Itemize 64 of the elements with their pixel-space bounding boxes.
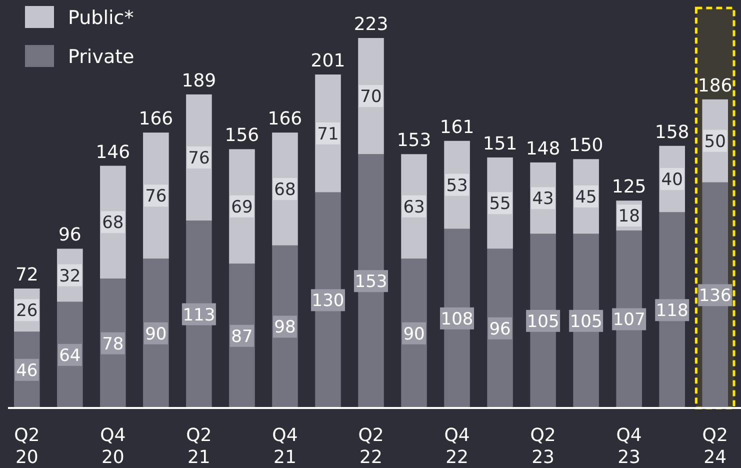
total-label: 156	[224, 125, 260, 146]
x-tick-label: Q4 22	[444, 425, 470, 468]
total-label: 186	[698, 75, 732, 96]
data-label: 107	[612, 310, 646, 330]
x-tick-label: Q2 22	[358, 425, 384, 468]
data-label: 45	[575, 187, 597, 208]
total-label: 151	[482, 133, 518, 154]
total-label: 96	[58, 224, 82, 246]
total-label: 158	[654, 122, 690, 143]
data-label: 68	[274, 180, 296, 200]
data-label: 53	[446, 176, 468, 196]
data-label: 76	[188, 148, 210, 168]
total-label: 125	[612, 176, 646, 198]
data-label: 69	[231, 197, 253, 218]
data-label: 46	[16, 360, 38, 381]
data-label: 105	[570, 312, 602, 332]
data-label: 113	[182, 305, 216, 326]
data-label: 105	[526, 312, 560, 332]
data-label: 32	[59, 266, 81, 286]
x-tick-label: Q2 20	[14, 425, 40, 468]
total-label: 223	[354, 14, 388, 35]
data-label: 90	[145, 324, 167, 344]
data-label: 26	[16, 301, 38, 322]
data-label: 50	[704, 132, 726, 152]
data-label: 43	[532, 189, 554, 210]
data-label: 96	[489, 319, 511, 340]
total-label: 201	[310, 50, 346, 72]
bar	[315, 192, 341, 408]
data-label: 108	[440, 309, 474, 330]
data-label: 90	[403, 324, 425, 344]
data-label: 63	[403, 197, 425, 218]
x-tick-label: Q4 23	[616, 425, 642, 468]
data-label: 87	[231, 326, 253, 347]
data-label: 118	[656, 301, 688, 322]
data-label: 76	[145, 186, 167, 207]
bar	[358, 154, 384, 408]
legend-label: Private	[68, 46, 134, 68]
total-label: 161	[440, 116, 474, 138]
data-label: 78	[102, 334, 124, 354]
data-label: 136	[698, 286, 732, 306]
total-label: 189	[182, 70, 216, 92]
total-label: 150	[568, 135, 604, 156]
total-label: 166	[138, 108, 174, 130]
x-tick-label: Q4 20	[100, 425, 126, 468]
data-label: 18	[618, 206, 640, 227]
data-label: 40	[661, 170, 683, 190]
data-label: 153	[354, 272, 388, 292]
data-label: 130	[312, 291, 344, 312]
data-label: 64	[59, 346, 81, 366]
data-label: 71	[317, 124, 339, 144]
total-label: 153	[396, 130, 432, 152]
data-label: 55	[489, 194, 511, 214]
x-tick-label: Q2 23	[530, 425, 556, 468]
x-tick-label: Q4 21	[272, 425, 298, 468]
total-label: 148	[526, 138, 560, 160]
total-label: 72	[15, 264, 38, 286]
total-label: 146	[96, 142, 130, 163]
total-label: 166	[268, 108, 302, 130]
data-label: 68	[102, 213, 124, 234]
data-label: 70	[360, 87, 382, 108]
legend-label: Public*	[68, 7, 134, 29]
x-tick-label: Q2 24	[702, 425, 728, 468]
x-tick-label: Q2 21	[186, 425, 212, 468]
data-label: 98	[274, 318, 296, 338]
